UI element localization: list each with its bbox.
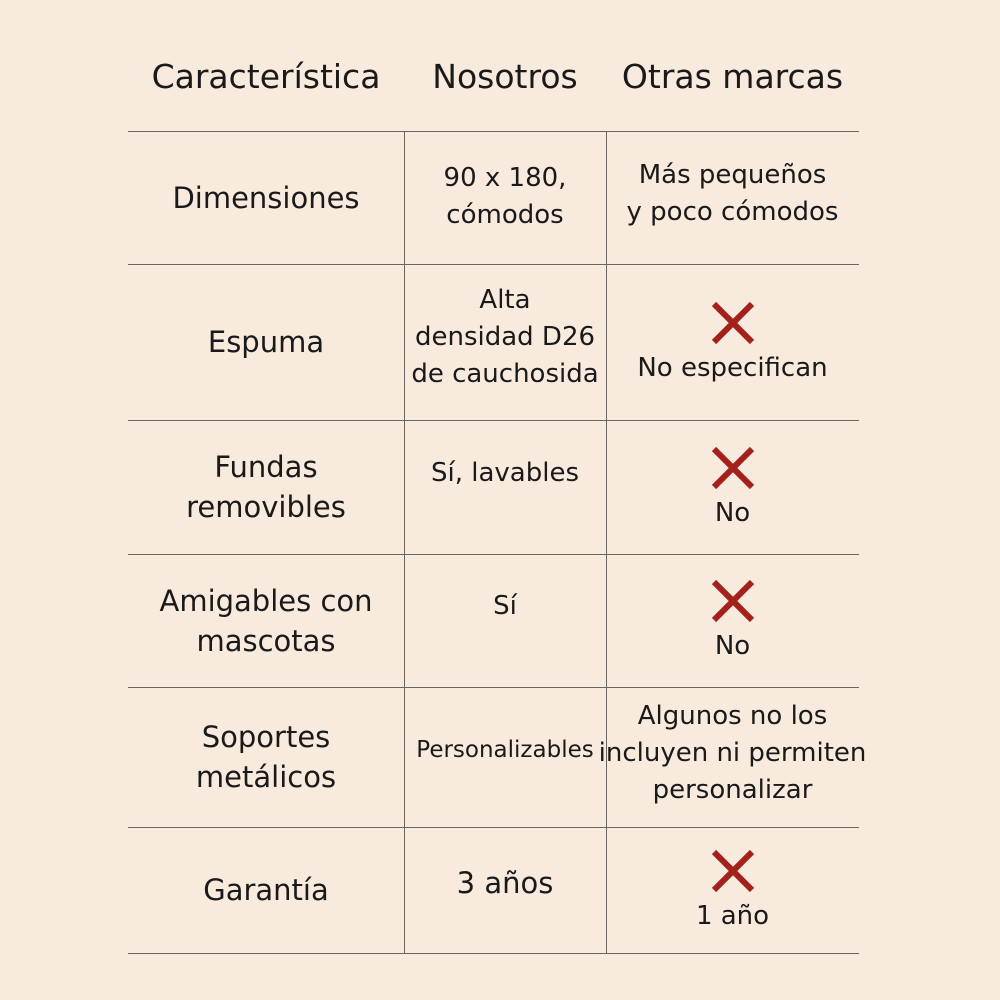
cross-icon — [711, 849, 754, 892]
column-header-feature: Característica — [151, 56, 381, 96]
cell-ours: 3 años — [404, 827, 606, 953]
cross-icon — [711, 446, 754, 489]
cross-icon — [711, 301, 754, 344]
cell-text: Sí — [493, 591, 517, 621]
cell-text: Alta — [479, 284, 531, 315]
column-divider — [404, 131, 405, 953]
cell-text: No — [714, 497, 751, 528]
cell-text: cómodos — [446, 199, 564, 230]
cell-text: Personalizables — [416, 736, 594, 763]
cell-text: removibles — [186, 490, 346, 524]
cell-text: incluyen ni permiten — [598, 737, 867, 768]
cell-ours: Sí — [404, 554, 606, 687]
cell-ours: Personalizables — [404, 687, 606, 827]
column-header-others: Otras marcas — [621, 56, 844, 96]
cell-text: Espuma — [207, 325, 325, 359]
cell-others: No — [606, 554, 859, 687]
cross-icon — [711, 579, 754, 623]
cell-text: Amigables con — [159, 583, 373, 618]
cell-text: mascotas — [196, 623, 336, 658]
cell-text: Garantía — [203, 873, 329, 907]
column-divider — [606, 131, 607, 953]
cell-ours: Alta densidad D26 de cauchosida — [404, 264, 606, 420]
cell-feature: Fundas removibles — [128, 420, 404, 554]
cell-feature: Amigables con mascotas — [128, 554, 404, 687]
cell-feature: Soportes metálicos — [128, 687, 404, 827]
cell-text: 90 x 180, — [443, 162, 567, 193]
cell-text: No especifican — [637, 352, 828, 383]
row-divider — [128, 264, 859, 265]
cell-ours: 90 x 180, cómodos — [404, 131, 606, 264]
row-divider — [128, 687, 859, 688]
cell-ours: Sí, lavables — [404, 420, 606, 554]
cell-text: Fundas — [214, 450, 318, 484]
cell-text: de cauchosida — [411, 358, 599, 389]
cell-feature: Garantía — [128, 827, 404, 953]
cell-feature: Dimensiones — [128, 131, 404, 264]
cell-text: Sí, lavables — [430, 457, 579, 488]
column-header-ours: Nosotros — [432, 56, 578, 96]
cell-text: Algunos no los — [637, 700, 828, 731]
cell-text: 3 años — [456, 865, 554, 900]
cell-text: Más pequeños — [638, 159, 827, 190]
cell-text: 1 año — [695, 900, 770, 931]
row-divider — [128, 420, 859, 421]
cell-feature: Espuma — [128, 264, 404, 420]
cell-text: personalizar — [652, 774, 813, 805]
row-divider — [128, 827, 859, 828]
cell-others: No especifican — [606, 264, 859, 420]
cell-text: Dimensiones — [172, 180, 360, 215]
row-divider — [128, 953, 859, 954]
row-divider — [128, 554, 859, 555]
cell-text: metálicos — [195, 760, 337, 794]
cell-others: No — [606, 420, 859, 554]
cell-others: 1 año — [606, 827, 859, 953]
row-divider — [128, 131, 859, 132]
cell-text: No — [714, 631, 751, 661]
cell-others: Más pequeños y poco cómodos — [606, 131, 859, 264]
cell-text: Soportes — [201, 720, 331, 754]
cell-text: y poco cómodos — [626, 196, 839, 227]
cell-others: Algunos no los incluyen ni permiten person… — [599, 687, 867, 827]
cell-text: densidad D26 — [414, 321, 596, 352]
